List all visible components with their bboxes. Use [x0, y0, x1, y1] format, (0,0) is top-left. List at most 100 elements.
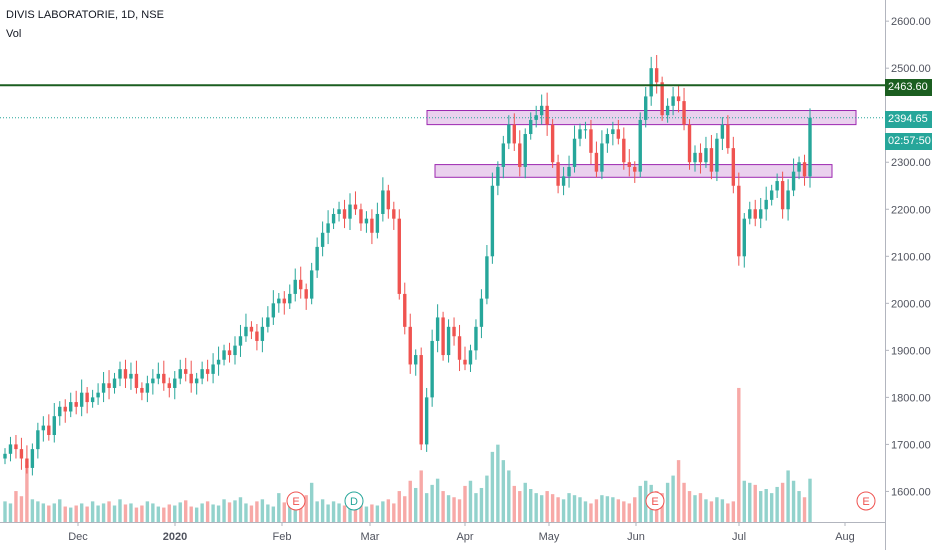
volume-bar [320, 499, 325, 522]
volume-bar [446, 495, 451, 522]
volume-bar [419, 470, 423, 522]
volume-bar [227, 502, 232, 522]
candle-body [348, 204, 352, 219]
candle-body [704, 148, 708, 163]
volume-bar [665, 482, 670, 522]
candle-body [726, 124, 730, 149]
plot-area [0, 0, 885, 522]
candle-body [244, 326, 248, 337]
candle-body [529, 119, 533, 135]
volume-bar [753, 484, 757, 522]
candle-body [693, 152, 697, 163]
volume-bar [616, 499, 621, 522]
candle-body [173, 378, 177, 388]
volume-bar [605, 496, 610, 522]
volume-bar [759, 491, 763, 522]
candle-body [808, 117, 812, 177]
time-tick-label: Mar [361, 531, 380, 543]
candle-body [299, 279, 303, 290]
candle-body [518, 143, 522, 167]
volume-bar [167, 504, 171, 522]
volume-bar [797, 491, 801, 522]
volume-bar [561, 499, 566, 522]
candle-body [611, 129, 615, 135]
volume-bar [101, 503, 106, 522]
volume-bar [490, 451, 495, 522]
volume-bar [282, 502, 286, 522]
candle-body [534, 115, 538, 120]
candle-body [260, 326, 265, 341]
volume-bar [58, 499, 62, 522]
event-marker-label: E [292, 496, 299, 508]
volume-bar [112, 505, 117, 522]
volume-bar [408, 480, 412, 522]
candle-body [200, 369, 204, 379]
candle-body [452, 326, 456, 337]
volume-bar [90, 501, 95, 522]
candle-body [255, 331, 259, 341]
volume-bar [178, 502, 182, 522]
volume-bar [123, 504, 128, 522]
candle-body [140, 387, 144, 393]
candle-body [660, 82, 664, 116]
price-tick-label: 2500.00 [891, 63, 931, 75]
time-tick-label: Apr [456, 531, 473, 543]
volume-bar [534, 493, 538, 522]
candle-body [8, 444, 13, 454]
volume-bar [25, 465, 29, 522]
volume-bar [457, 499, 462, 522]
candle-body [167, 383, 171, 388]
volume-bar [326, 504, 330, 522]
candle-body [342, 209, 347, 219]
volume-bar [539, 495, 544, 522]
volume-label: Vol [6, 28, 22, 40]
candle-body [30, 449, 35, 468]
candle-body [227, 350, 232, 356]
candle-body [47, 425, 51, 435]
candle-body [337, 209, 341, 214]
candle-body [123, 369, 128, 379]
volume-bar [786, 470, 790, 522]
candle-body [36, 430, 40, 450]
candle-body [501, 143, 506, 167]
volume-bar [359, 500, 363, 522]
candle-body [616, 129, 621, 139]
volume-bar [194, 507, 199, 522]
price-tick-label: 1900.00 [891, 345, 931, 357]
price-tick-label: 2600.00 [891, 16, 931, 28]
price-tick-label: 2300.00 [891, 157, 931, 169]
candle-body [731, 148, 736, 186]
candle-body [74, 402, 78, 407]
volume-bar [184, 500, 188, 522]
candle-body [238, 336, 243, 346]
volume-bar [271, 506, 276, 522]
candle-body [288, 293, 292, 304]
volume-bar [501, 460, 506, 522]
volume-bar [638, 485, 642, 522]
candle-body [567, 166, 571, 177]
candle-body [359, 209, 363, 224]
candle-body [753, 209, 757, 219]
candle-body [249, 326, 254, 332]
volume-bar [249, 505, 254, 522]
candle-body [775, 181, 779, 191]
candle-body [25, 458, 29, 468]
candle-body [370, 218, 374, 233]
volume-bar [392, 503, 396, 522]
volume-bar [775, 486, 779, 522]
candle-body [304, 289, 308, 299]
volume-bar [748, 482, 752, 522]
candle-body [222, 350, 226, 360]
candle-body [474, 326, 478, 351]
volume-bar [205, 501, 210, 522]
volume-bar [567, 493, 571, 522]
candle-body [654, 68, 659, 83]
volume-bar [353, 502, 358, 522]
volume-bar [96, 505, 100, 522]
volume-bar [671, 475, 675, 522]
candle-body [3, 453, 7, 459]
volume-bar [709, 501, 714, 522]
candle-body [709, 148, 714, 172]
volume-bar [452, 497, 456, 522]
